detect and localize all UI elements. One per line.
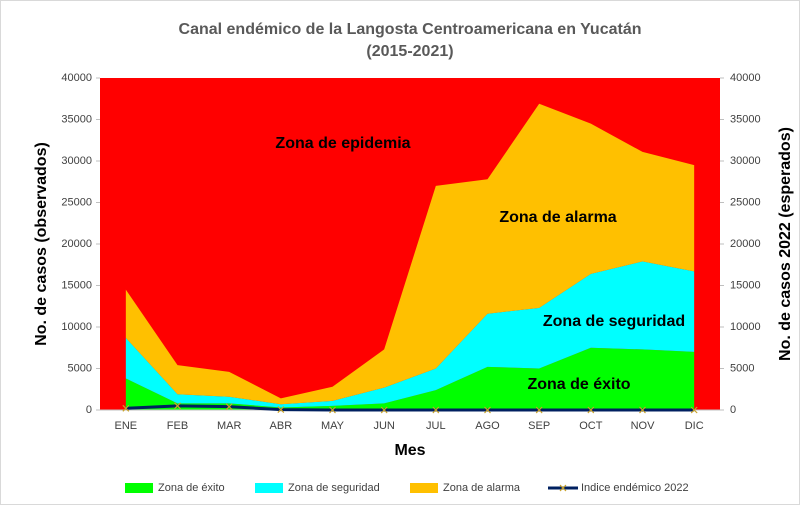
y-tick-label: 15000: [61, 279, 92, 291]
area: [125, 261, 695, 408]
area: [125, 347, 695, 410]
line-marker: [639, 406, 646, 414]
line-marker: [690, 406, 698, 414]
zone-annotation: Zona de epidemia: [275, 135, 410, 152]
y2-tick-label: 20000: [730, 238, 761, 250]
y-tick-label: 40000: [61, 72, 92, 84]
x-axis-title: Mes: [394, 442, 425, 459]
x-tick-label: ENE: [115, 420, 138, 432]
x-tick-label: ABR: [270, 420, 293, 432]
legend-swatch: [255, 483, 283, 493]
line-marker: [329, 406, 336, 414]
y2-tick-label: 10000: [730, 321, 761, 333]
y2-tick-label: 25000: [730, 196, 761, 208]
zone-annotation: Zona de éxito: [527, 376, 630, 393]
chart-subtitle: (2015-2021): [366, 43, 453, 60]
legend-swatch: [125, 483, 153, 493]
y2-axis-title: No. de casos 2022 (esperados): [777, 127, 794, 361]
line-marker: [380, 406, 388, 414]
y-tick-label: 20000: [61, 238, 92, 250]
y-tick-label: 35000: [61, 113, 92, 125]
line-marker: [225, 403, 233, 411]
legend-label: Zona de alarma: [443, 482, 521, 494]
legend-label: Indice endémico 2022: [581, 482, 689, 494]
legend-label: Zona de seguridad: [288, 482, 380, 494]
area: [125, 103, 695, 405]
line-marker: [535, 406, 543, 414]
y2-tick-label: 15000: [730, 279, 761, 291]
x-tick-label: JUN: [373, 420, 394, 432]
legend-swatch: [410, 483, 438, 493]
x-tick-label: SEP: [528, 420, 550, 432]
line: [125, 404, 695, 412]
line-marker: [587, 406, 595, 414]
x-tick-label: AGO: [475, 420, 500, 432]
x-tick-label: NOV: [631, 420, 656, 432]
x-tick-label: FEB: [167, 420, 188, 432]
y2-tick-label: 5000: [730, 362, 754, 374]
y-tick-label: 25000: [61, 196, 92, 208]
line-marker: [122, 404, 130, 412]
legend-marker: [559, 484, 567, 492]
line-marker: [432, 406, 440, 414]
y-tick-label: 30000: [61, 155, 92, 167]
y-tick-label: 10000: [61, 321, 92, 333]
x-tick-label: OCT: [579, 420, 603, 432]
y2-tick-label: 30000: [730, 155, 761, 167]
chart-title: Canal endémico de la Langosta Centroamer…: [179, 21, 642, 38]
y2-tick-label: 35000: [730, 113, 761, 125]
zone-annotation: Zona de seguridad: [543, 313, 685, 330]
y2-tick-label: 40000: [730, 72, 761, 84]
line-marker: [174, 402, 181, 410]
x-tick-label: MAY: [321, 420, 345, 432]
x-tick-label: JUL: [426, 420, 446, 432]
x-tick-label: MAR: [217, 420, 242, 432]
y-tick-label: 0: [86, 404, 92, 416]
zone-annotation: Zona de alarma: [499, 209, 616, 226]
line-marker: [277, 406, 285, 414]
line-marker: [484, 406, 491, 414]
legend-label: Zona de éxito: [158, 482, 225, 494]
y-axis-title: No. de casos (observados): [33, 142, 50, 346]
y-tick-label: 5000: [68, 362, 92, 374]
x-tick-label: DIC: [685, 420, 704, 432]
y2-tick-label: 0: [730, 404, 736, 416]
